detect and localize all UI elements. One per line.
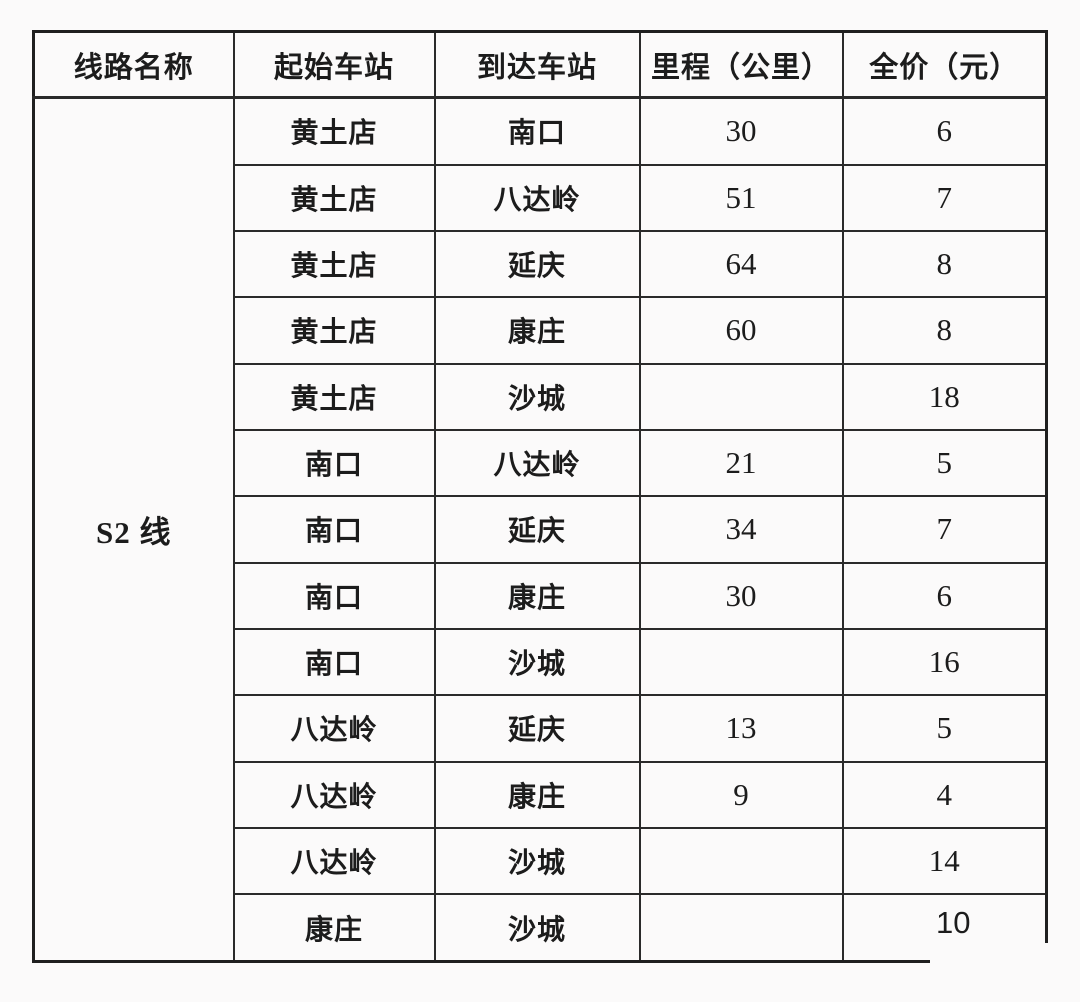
table-row: 八达岭 延庆 13 5 <box>34 694 1048 763</box>
table-row: S2 线 黄土店 南口 30 6 <box>32 96 1048 963</box>
cell-price: 14 <box>841 826 1048 896</box>
pasted-answer-number: 10 <box>936 904 971 940</box>
cell-distance: 30 <box>638 561 844 630</box>
column-header-line-name: 线路名称 <box>32 30 235 99</box>
table-row: 八达岭 沙城 14 <box>34 826 1048 896</box>
cell-to: 康庄 <box>433 760 641 829</box>
cell-price: 7 <box>841 163 1048 232</box>
cell-from: 八达岭 <box>232 826 436 896</box>
cell-to: 沙城 <box>433 627 641 697</box>
cell-from: 南口 <box>232 495 436 564</box>
cell-to: 康庄 <box>433 296 641 365</box>
cell-price: 7 <box>841 495 1048 564</box>
table-row: 黄土店 延庆 64 8 <box>34 229 1048 299</box>
cell-to: 八达岭 <box>433 163 641 232</box>
cell-price: 5 <box>841 428 1048 498</box>
cell-price: 8 <box>841 229 1048 299</box>
cell-distance-empty <box>638 826 844 896</box>
cell-from: 黄土店 <box>232 163 436 232</box>
line-name-cell: S2 线 <box>32 96 235 963</box>
table-header-row: 线路名称 起始车站 到达车站 里程（公里） 全价（元） <box>32 30 1048 99</box>
table-row: 南口 八达岭 21 5 <box>34 428 1048 498</box>
table-row: 南口 沙城 16 <box>34 627 1048 697</box>
cell-from: 黄土店 <box>232 229 436 299</box>
cell-distance: 64 <box>638 229 844 299</box>
cell-price: 4 <box>841 760 1048 829</box>
cell-from: 八达岭 <box>232 760 436 829</box>
cell-to: 沙城 <box>433 826 641 896</box>
column-header-destination-station: 到达车站 <box>433 30 641 99</box>
cell-distance-empty <box>638 362 844 431</box>
cell-distance: 60 <box>638 296 844 365</box>
cell-from: 黄土店 <box>232 296 436 365</box>
table-row: 黄土店 沙城 18 <box>34 362 1048 431</box>
cell-to: 沙城 <box>433 362 641 431</box>
cell-to: 延庆 <box>433 495 641 564</box>
cell-to: 沙城 <box>433 893 641 963</box>
table-row: 南口 延庆 34 7 <box>34 495 1048 564</box>
cell-to: 延庆 <box>433 229 641 299</box>
cell-price: 18 <box>841 362 1048 431</box>
cell-from: 南口 <box>232 561 436 630</box>
cell-from: 康庄 <box>232 893 436 963</box>
cell-distance-empty <box>638 627 844 697</box>
scan-crop-patch <box>930 943 1080 1002</box>
cell-from: 黄土店 <box>232 96 436 166</box>
cell-to: 延庆 <box>433 694 641 763</box>
cell-from: 南口 <box>232 428 436 498</box>
table-row: 黄土店 八达岭 51 7 <box>34 163 1048 232</box>
fare-table: 线路名称 起始车站 到达车站 里程（公里） 全价（元） S2 线 黄土店 南口 … <box>32 30 1048 963</box>
cell-price: 16 <box>841 627 1048 697</box>
column-header-origin-station: 起始车站 <box>232 30 436 99</box>
cell-to: 康庄 <box>433 561 641 630</box>
cell-from: 八达岭 <box>232 694 436 763</box>
cell-distance: 34 <box>638 495 844 564</box>
table-row: 南口 康庄 30 6 <box>34 561 1048 630</box>
cell-distance: 21 <box>638 428 844 498</box>
cell-from: 南口 <box>232 627 436 697</box>
cell-distance-empty <box>638 893 844 963</box>
cell-distance: 9 <box>638 760 844 829</box>
cell-to: 南口 <box>433 96 641 166</box>
cell-to: 八达岭 <box>433 428 641 498</box>
cell-distance: 13 <box>638 694 844 763</box>
column-header-distance-km: 里程（公里） <box>638 30 844 99</box>
table-row: 八达岭 康庄 9 4 <box>34 760 1048 829</box>
column-header-full-price-yuan: 全价（元） <box>841 30 1048 99</box>
cell-price: 5 <box>841 694 1048 763</box>
table-row: 康庄 沙城 10 <box>34 893 1048 963</box>
table-row: 黄土店 康庄 60 8 <box>34 296 1048 365</box>
cell-price: 6 <box>841 561 1048 630</box>
cell-distance: 30 <box>638 96 844 166</box>
cell-price: 6 <box>841 96 1048 166</box>
cell-from: 黄土店 <box>232 362 436 431</box>
cell-distance: 51 <box>638 163 844 232</box>
cell-price: 8 <box>841 296 1048 365</box>
